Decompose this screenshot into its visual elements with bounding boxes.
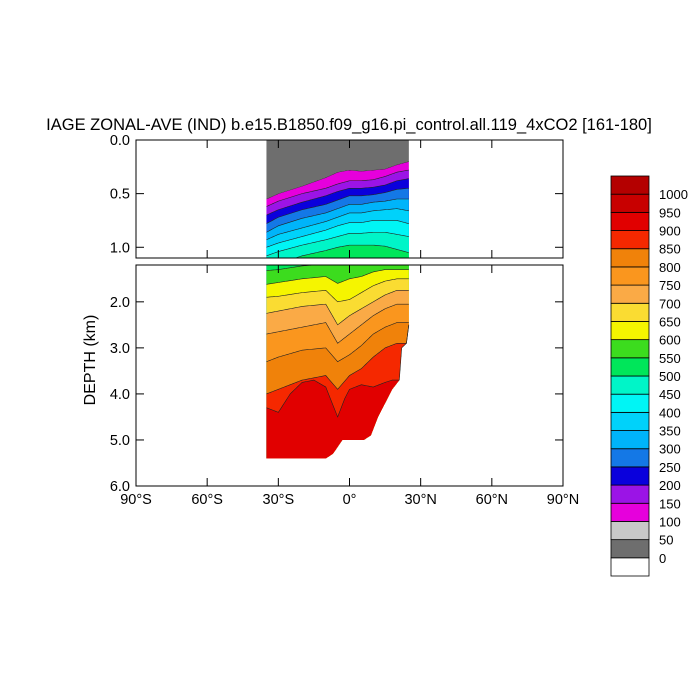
colorbar-label: 550 bbox=[659, 351, 681, 366]
y-tick-label: 3.0 bbox=[110, 341, 130, 357]
y-tick-label: 0.0 bbox=[110, 133, 130, 149]
colorbar-swatch bbox=[610, 557, 650, 577]
colorbar-swatch bbox=[610, 430, 650, 450]
colorbar-swatch bbox=[610, 375, 650, 395]
upper-panel-contours bbox=[266, 140, 409, 258]
colorbar-label: 150 bbox=[659, 496, 681, 511]
colorbar-label: 100 bbox=[659, 514, 681, 529]
colorbar-label: 750 bbox=[659, 278, 681, 293]
colorbar-label: 50 bbox=[659, 533, 673, 548]
colorbar-swatch bbox=[610, 284, 650, 304]
x-tick-label: 30°S bbox=[263, 492, 295, 508]
colorbar-swatch bbox=[610, 466, 650, 486]
colorbar-swatch bbox=[610, 539, 650, 559]
contour-line bbox=[266, 269, 409, 285]
x-tick-label: 60°S bbox=[191, 492, 223, 508]
contour-line bbox=[266, 220, 409, 248]
contour-line bbox=[266, 290, 409, 326]
contour-line bbox=[266, 324, 410, 418]
contour-line bbox=[266, 178, 409, 216]
lower-y-axis: 2.0 3.0 4.0 5.0 6.0 bbox=[110, 295, 563, 495]
x-axis: 90°S 60°S 30°S 0° 30°N 60°N 90°N bbox=[120, 140, 579, 508]
colorbar-label: 200 bbox=[659, 478, 681, 493]
colorbar-swatch bbox=[610, 502, 650, 522]
x-tick-label: 60°N bbox=[476, 492, 508, 508]
colorbar-label: 900 bbox=[659, 224, 681, 239]
y-tick-label: 5.0 bbox=[110, 433, 130, 449]
colorbar-swatch bbox=[610, 230, 650, 250]
contour-line bbox=[266, 303, 409, 344]
contour-line bbox=[266, 231, 409, 257]
colorbar-swatch bbox=[610, 175, 650, 195]
contour-band bbox=[295, 245, 409, 258]
contour-line bbox=[266, 187, 409, 224]
colorbar-swatch bbox=[610, 321, 650, 341]
colorbar-swatch bbox=[610, 521, 650, 541]
colorbar-label: 600 bbox=[659, 333, 681, 348]
colorbar-label: 950 bbox=[659, 205, 681, 220]
contour-line bbox=[266, 169, 409, 207]
colorbar-label: 400 bbox=[659, 405, 681, 420]
colorbar-swatch bbox=[610, 411, 650, 431]
colorbar-label: 850 bbox=[659, 242, 681, 257]
chart-title: IAGE ZONAL-AVE (IND) b.e15.B1850.f09_g16… bbox=[46, 116, 652, 134]
colorbar-swatch bbox=[610, 266, 650, 286]
contour-line bbox=[266, 208, 409, 241]
x-tick-label: 30°N bbox=[404, 492, 436, 508]
contour-line bbox=[266, 198, 409, 233]
colorbar: 0 50 100 150 200 250 300 350 400 450 500 550 600 650 7… bbox=[610, 175, 688, 577]
colorbar-swatch bbox=[610, 484, 650, 504]
contour-line bbox=[294, 244, 409, 258]
colorbar-swatch bbox=[610, 302, 650, 322]
colorbar-swatch bbox=[610, 211, 650, 231]
contour-band bbox=[266, 140, 409, 199]
y-tick-label: 2.0 bbox=[110, 295, 130, 311]
colorbar-label: 0 bbox=[659, 551, 666, 566]
y-tick-label: 6.0 bbox=[110, 479, 130, 495]
y-tick-label: 4.0 bbox=[110, 387, 130, 403]
colorbar-swatch bbox=[610, 248, 650, 268]
colorbar-label: 350 bbox=[659, 424, 681, 439]
colorbar-label: 800 bbox=[659, 260, 681, 275]
x-tick-label: 90°S bbox=[120, 492, 152, 508]
y-axis-label: DEPTH (km) bbox=[82, 315, 99, 406]
colorbar-label: 250 bbox=[659, 460, 681, 475]
colorbar-swatch bbox=[610, 339, 650, 359]
contour-line bbox=[266, 278, 409, 303]
colorbar-label: 1000 bbox=[659, 187, 688, 202]
contour-line bbox=[266, 265, 409, 271]
colorbar-swatch bbox=[610, 357, 650, 377]
colorbar-swatch bbox=[610, 393, 650, 413]
colorbar-label: 700 bbox=[659, 296, 681, 311]
upper-y-axis: 0.0 0.5 1.0 bbox=[110, 133, 563, 256]
x-tick-label: 0° bbox=[343, 492, 357, 508]
contour-band bbox=[266, 324, 409, 459]
lower-panel-contours bbox=[266, 265, 410, 459]
colorbar-swatch bbox=[610, 193, 650, 213]
y-tick-label: 1.0 bbox=[110, 240, 130, 256]
contour-line bbox=[266, 322, 409, 363]
colorbar-label: 500 bbox=[659, 369, 681, 384]
contour-line bbox=[266, 324, 410, 395]
colorbar-label: 650 bbox=[659, 314, 681, 329]
colorbar-label: 450 bbox=[659, 387, 681, 402]
colorbar-label: 300 bbox=[659, 442, 681, 457]
y-tick-label: 0.5 bbox=[110, 187, 130, 203]
colorbar-swatch bbox=[610, 448, 650, 468]
x-tick-label: 90°N bbox=[547, 492, 579, 508]
